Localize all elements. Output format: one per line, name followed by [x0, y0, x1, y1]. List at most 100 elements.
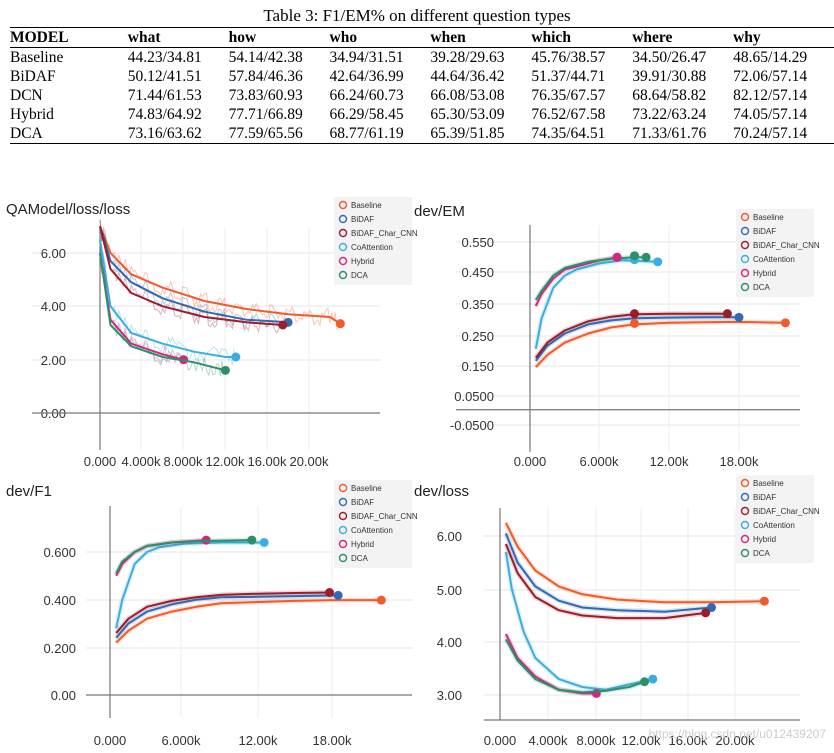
series-end-point-dca [220, 365, 230, 375]
table-cell: 82.12/57.14 [733, 86, 808, 104]
header-what: what [127, 27, 229, 48]
x-tick-label: 20.00k [715, 733, 755, 748]
legend-swatch-bidaf [740, 226, 750, 236]
table-cell: Baseline [10, 48, 64, 66]
x-tick-label: 18.00k [312, 733, 352, 748]
table-cell: 45.76/38.57 [531, 48, 606, 66]
table-cell: DCN [10, 86, 43, 104]
series-line-baseline [99, 225, 341, 325]
series-line-coattention [504, 551, 654, 691]
series-end-point-coattention [648, 674, 658, 684]
header-who: who [329, 27, 431, 48]
x-tick-label: 16.00k [247, 454, 287, 469]
legend-label-baseline: Baseline [351, 201, 382, 210]
series-line-bidaf-char-cnn [504, 543, 706, 620]
series-end-point-bidaf-char-cnn [325, 588, 335, 598]
table-cell: 51.37/44.71 [531, 67, 606, 85]
table-cell: 66.08/53.08 [430, 86, 505, 104]
y-tick-label: 5.00 [437, 583, 462, 598]
table-row: BiDAF 50.12/41.51 57.84/46.36 42.64/36.9… [10, 67, 834, 86]
legend-box [736, 209, 814, 297]
marker-point-hybrid [612, 252, 622, 262]
x-tick-label: 12.00k [238, 733, 278, 748]
table-cell: 34.50/26.47 [632, 48, 707, 66]
y-tick-label: -0.0500 [450, 418, 494, 433]
table-cell: 57.84/46.36 [228, 67, 303, 85]
legend-swatch-coattention [740, 520, 750, 530]
marker-point-baseline [630, 318, 639, 328]
y-tick-label: 0.0500 [454, 389, 494, 404]
y-tick-label: 4.00 [437, 635, 462, 650]
x-tick-label: 0.000 [514, 454, 547, 469]
legend-label-dca: DCA [351, 554, 369, 563]
series-line-dca [115, 539, 252, 574]
header-model: MODEL [10, 27, 128, 48]
series-end-point-bidaf [333, 590, 343, 600]
legend-label-bidaf: BiDAF [351, 215, 374, 224]
table-cell: 34.94/31.51 [329, 48, 404, 66]
table-row: Baseline 44.23/34.81 54.14/42.38 34.94/3… [10, 48, 834, 68]
x-tick-label: 20.00k [289, 454, 329, 469]
chart-title: QAModel/loss/loss [6, 201, 130, 218]
table-cell: 73.16/63.62 [127, 124, 229, 144]
x-tick-label: 0.000 [484, 733, 517, 748]
y-tick-label: 0.550 [461, 235, 494, 250]
legend-swatch-coattention [740, 254, 750, 264]
table-cell: 70.24/57.14 [733, 124, 834, 144]
legend-label-dca: DCA [351, 271, 369, 280]
series-end-point-coattention [259, 537, 269, 547]
legend-swatch-dca [740, 282, 750, 292]
x-tick-label: 0.000 [84, 454, 117, 469]
x-tick-label: 0.000 [94, 733, 127, 748]
legend-label-coattention: CoAttention [753, 255, 795, 264]
series-line-bidaf-char-cnn [99, 226, 283, 326]
y-tick-label: 3.00 [437, 688, 462, 703]
y-tick-label: 2.00 [41, 353, 66, 368]
series-line-bidaf [99, 226, 289, 324]
series-noise-bidaf [99, 219, 287, 330]
y-tick-label: 6.00 [437, 529, 462, 544]
legend-label-coattention: CoAttention [753, 521, 795, 530]
series-end-point-baseline [376, 595, 386, 605]
legend-label-dca: DCA [753, 549, 771, 558]
chart-panel-dev-em: dev/EM -0.0500 0.0500 0.150 0.250 0.350 0.450 0… [414, 203, 820, 469]
series-line-bidaf [115, 594, 339, 639]
chart-panel-dev-f1: dev/F1 0.00 0.200 0.400 0.600 0.000 6.000k 12.0… [6, 480, 418, 748]
series-line-dca [99, 252, 226, 372]
legend-box [334, 480, 412, 568]
series-line-hybrid [505, 633, 597, 695]
table-cell: 76.35/67.57 [531, 86, 606, 104]
y-tick-label: 6.00 [41, 246, 66, 261]
legend-swatch-hybrid [740, 534, 750, 544]
legend-label-hybrid: Hybrid [753, 269, 776, 278]
series-end-point-dca [641, 252, 651, 262]
legend-label-baseline: Baseline [351, 484, 382, 493]
legend-swatch-bidaf [338, 214, 348, 224]
y-tick-label: 0.350 [461, 297, 494, 312]
series-line-dca [505, 638, 645, 694]
table-cell: 50.12/41.51 [127, 67, 202, 85]
table-cell: 48.65/14.29 [733, 48, 808, 66]
table-cell: 65.30/53.09 [430, 105, 505, 123]
series-end-point-baseline [759, 596, 769, 606]
chart-title: dev/F1 [6, 483, 52, 500]
series-end-point-bidaf-char-cnn [722, 309, 732, 319]
table-row: DCN 71.44/61.53 73.83/60.93 66.24/60.73 … [10, 86, 834, 105]
chart-title: dev/EM [414, 203, 465, 220]
table-cell: 54.14/42.38 [228, 48, 303, 66]
chart-panel-dev-loss: dev/loss 3.00 4.00 5.00 6.00 0.000 4.000k 8.000… [414, 475, 820, 748]
series-end-point-bidaf-char-cnn [701, 608, 711, 618]
table-cell: 77.71/66.89 [228, 105, 303, 123]
table-cell: Hybrid [10, 105, 54, 123]
y-tick-label: 0.250 [461, 329, 494, 344]
legend-swatch-bidaf-char-cnn [338, 228, 348, 238]
x-tick-label: 12.00k [649, 454, 689, 469]
legend-swatch-coattention [338, 525, 348, 535]
legend-swatch-bidaf-char-cnn [338, 511, 348, 521]
legend-swatch-baseline [338, 483, 348, 493]
table-cell: 44.64/36.42 [430, 67, 505, 85]
table-caption: Table 3: F1/EM% on different question ty… [263, 6, 571, 25]
series-end-point-dca [247, 535, 257, 545]
series-end-point-bidaf-char-cnn [278, 320, 288, 330]
